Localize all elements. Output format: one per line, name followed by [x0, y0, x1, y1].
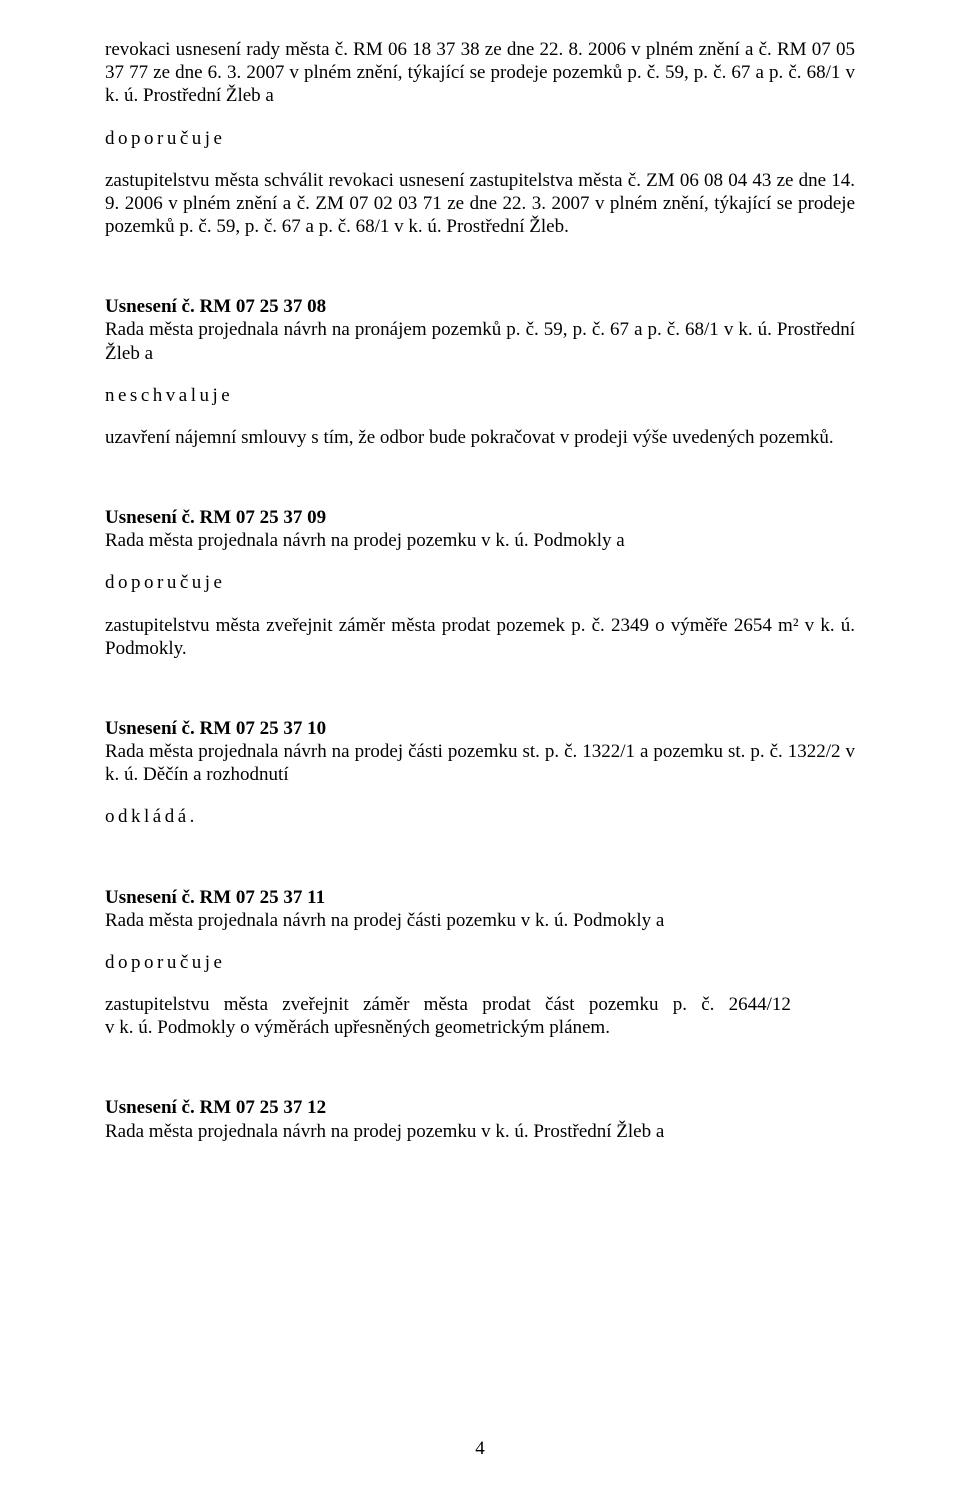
label-doporucuje-2-text: doporučuje	[105, 572, 225, 593]
paragraph-zastupitelstvu-1: zastupitelstvu města schválit revokaci u…	[105, 169, 855, 239]
label-neschvaluje: neschvaluje	[105, 384, 855, 407]
page-number: 4	[0, 1437, 960, 1460]
resolution-08-conclusion: uzavření nájemní smlouvy s tím, že odbor…	[105, 426, 855, 449]
resolution-08-body: Rada města projednala návrh na pronájem …	[105, 318, 855, 364]
resolution-11: Usnesení č. RM 07 25 37 11 Rada města pr…	[105, 886, 855, 1040]
resolution-11-heading: Usnesení č. RM 07 25 37 11	[105, 886, 855, 909]
resolution-10-body: Rada města projednala návrh na prodej čá…	[105, 740, 855, 786]
resolution-11-conclusion: zastupitelstvu města zveřejnit záměr měs…	[105, 993, 855, 1039]
resolution-09-heading: Usnesení č. RM 07 25 37 09	[105, 506, 855, 529]
resolution-12: Usnesení č. RM 07 25 37 12 Rada města pr…	[105, 1096, 855, 1142]
resolution-08: Usnesení č. RM 07 25 37 08 Rada města pr…	[105, 295, 855, 449]
resolution-09: Usnesení č. RM 07 25 37 09 Rada města pr…	[105, 506, 855, 660]
resolution-12-body: Rada města projednala návrh na prodej po…	[105, 1120, 855, 1143]
label-doporucuje-3: doporučuje	[105, 951, 855, 974]
spacer	[105, 1077, 855, 1096]
spacer	[105, 679, 855, 717]
resolution-11-conclusion-line2: v k. ú. Podmokly o výměrách upřesněných …	[105, 1017, 610, 1038]
resolution-08-heading: Usnesení č. RM 07 25 37 08	[105, 295, 855, 318]
resolution-09-conclusion: zastupitelstvu města zveřejnit záměr měs…	[105, 614, 855, 660]
resolution-11-conclusion-line1: zastupitelstvu města zveřejnit záměr měs…	[105, 994, 791, 1015]
resolution-10-heading: Usnesení č. RM 07 25 37 10	[105, 717, 855, 740]
document-page: revokaci usnesení rady města č. RM 06 18…	[0, 0, 960, 1496]
resolution-12-heading: Usnesení č. RM 07 25 37 12	[105, 1096, 855, 1119]
resolution-09-body: Rada města projednala návrh na prodej po…	[105, 529, 855, 552]
spacer	[105, 468, 855, 506]
label-doporucuje-text: doporučuje	[105, 128, 225, 149]
spacer	[105, 257, 855, 295]
resolution-08-heading-text: Usnesení č. RM 07 25 37 08	[105, 296, 326, 317]
label-doporucuje-3-text: doporučuje	[105, 952, 225, 973]
resolution-12-heading-text: Usnesení č. RM 07 25 37 12	[105, 1097, 326, 1118]
label-odklada: odkládá.	[105, 805, 855, 828]
label-odklada-text: odkládá.	[105, 806, 198, 827]
spacer	[105, 848, 855, 886]
resolution-10-heading-text: Usnesení č. RM 07 25 37 10	[105, 718, 326, 739]
paragraph-intro: revokaci usnesení rady města č. RM 06 18…	[105, 38, 855, 108]
resolution-11-heading-text: Usnesení č. RM 07 25 37 11	[105, 887, 325, 908]
resolution-10: Usnesení č. RM 07 25 37 10 Rada města pr…	[105, 717, 855, 829]
label-doporucuje-2: doporučuje	[105, 571, 855, 594]
resolution-09-heading-text: Usnesení č. RM 07 25 37 09	[105, 507, 326, 528]
spacer	[105, 1039, 855, 1077]
label-neschvaluje-text: neschvaluje	[105, 385, 233, 406]
resolution-11-body: Rada města projednala návrh na prodej čá…	[105, 909, 855, 932]
label-doporucuje: doporučuje	[105, 127, 855, 150]
